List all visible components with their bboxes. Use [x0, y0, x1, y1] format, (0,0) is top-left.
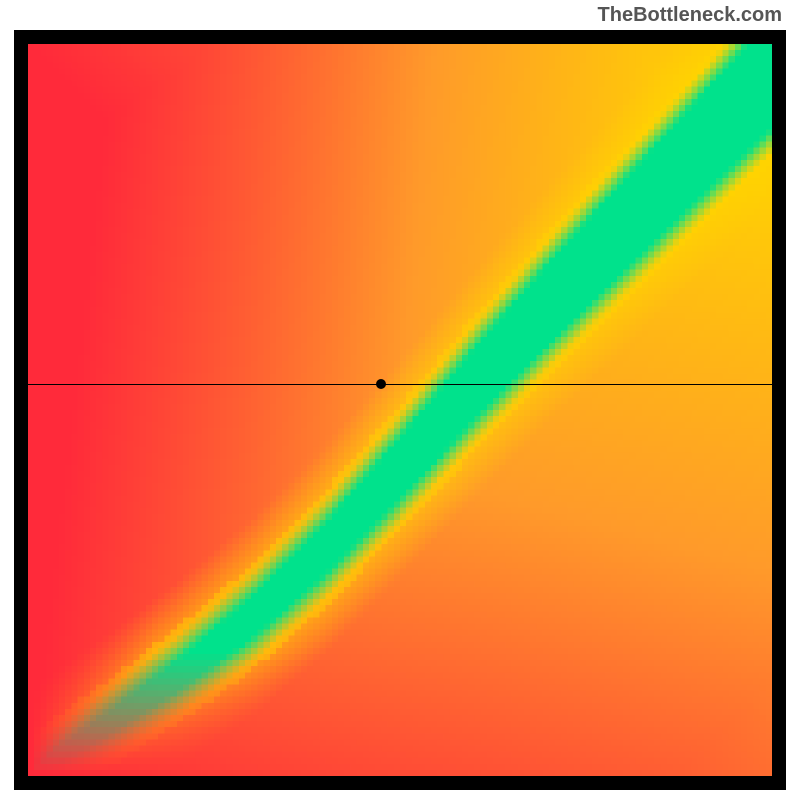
- crosshair-horizontal: [28, 384, 772, 385]
- plot-area: [28, 44, 772, 776]
- heatmap-canvas: [28, 44, 772, 776]
- crosshair-marker: [376, 379, 386, 389]
- watermark-text: TheBottleneck.com: [598, 4, 782, 27]
